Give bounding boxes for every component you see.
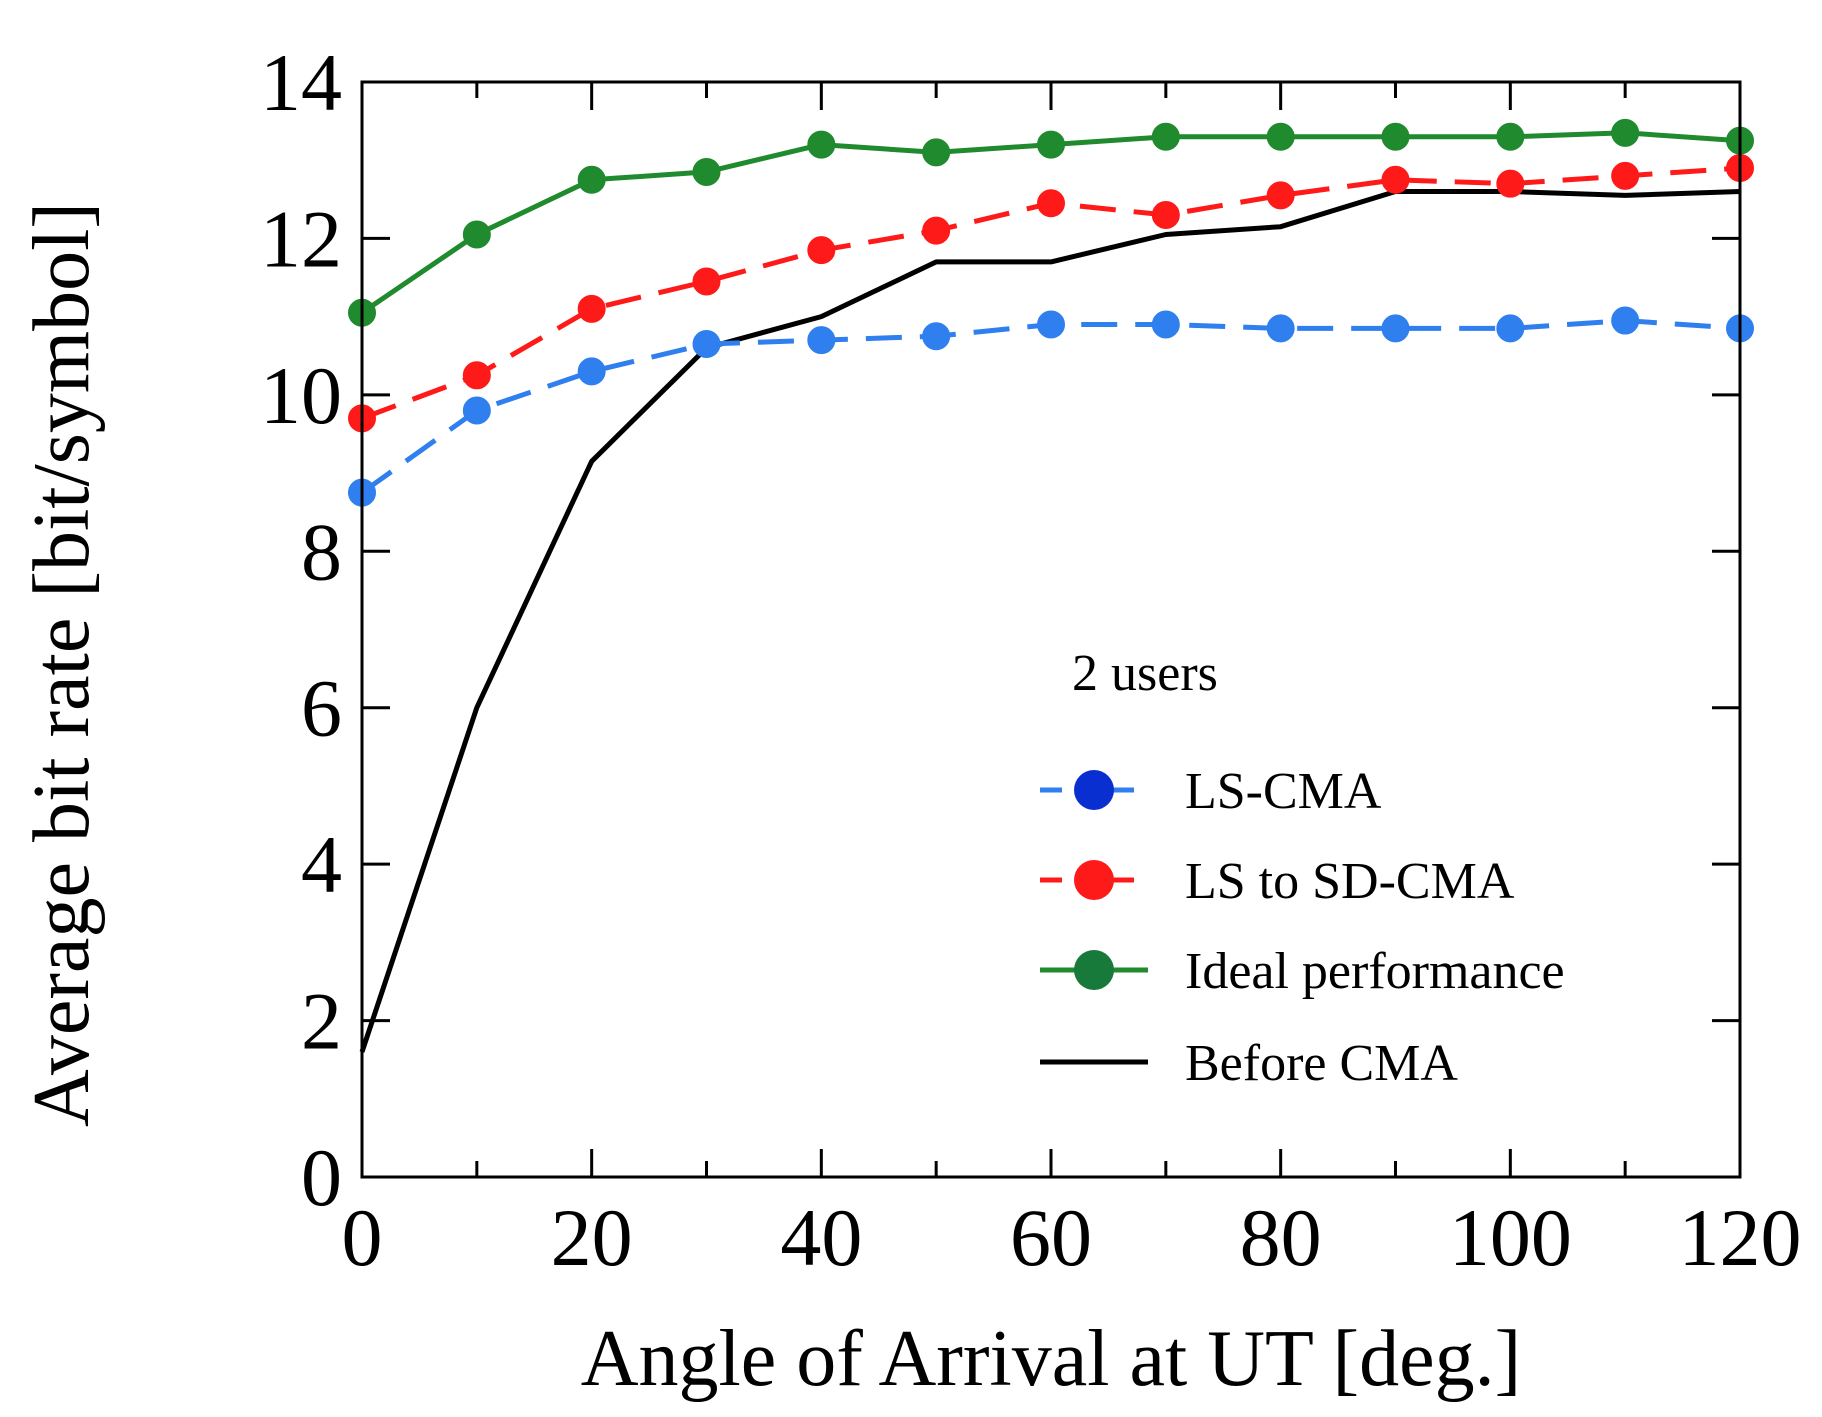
legend: 2 users LS-CMA LS to SD-CMA Ideal performa… — [1040, 645, 1565, 1092]
axis-ticks — [360, 80, 1742, 1179]
legend-label: LS-CMA — [1185, 763, 1382, 820]
data-point — [807, 130, 836, 159]
data-point — [462, 361, 491, 390]
y-tick-label: 14 — [260, 37, 342, 128]
x-tick-label: 20 — [551, 1192, 633, 1283]
data-point — [1611, 306, 1640, 335]
data-point — [1611, 118, 1640, 147]
legend-item: LS-CMA — [1040, 763, 1382, 820]
data-point — [462, 396, 491, 425]
data-point — [692, 157, 721, 186]
data-point — [807, 236, 836, 265]
x-axis-title: Angle of Arrival at UT [deg.] — [581, 1315, 1521, 1403]
x-tick-label: 40 — [780, 1192, 862, 1283]
legend-title: 2 users — [1072, 645, 1218, 702]
x-tick-label: 100 — [1449, 1192, 1572, 1283]
data-point — [1037, 189, 1065, 218]
y-tick-label: 6 — [301, 663, 342, 754]
y-tick-label: 0 — [301, 1132, 342, 1223]
series-ls-cma — [348, 306, 1754, 507]
tick-labels: 0 20 40 60 80 100 120 0 2 4 6 8 10 12 14 — [260, 37, 1802, 1283]
plot-frame — [360, 80, 1742, 1179]
y-axis-title: Average bit rate [bit/symbol] — [18, 202, 106, 1127]
series-ls-to-sd-cma — [348, 154, 1754, 433]
data-point — [1496, 169, 1525, 198]
data-point — [577, 165, 606, 194]
series-ideal-performance — [348, 118, 1754, 327]
data-point — [1151, 310, 1180, 339]
series-line — [360, 318, 1741, 495]
y-tick-label: 10 — [260, 350, 342, 441]
data-point — [577, 294, 606, 323]
data-point — [807, 326, 836, 355]
y-tick-label: 2 — [301, 976, 342, 1067]
data-point — [1151, 122, 1180, 151]
x-tick-label: 60 — [1010, 1192, 1092, 1283]
y-tick-label: 4 — [301, 819, 342, 910]
legend-item: LS to SD-CMA — [1040, 853, 1515, 910]
data-point — [1266, 122, 1295, 151]
data-point — [922, 322, 951, 351]
data-point — [577, 357, 606, 386]
data-point — [692, 330, 721, 359]
data-point — [462, 220, 491, 249]
y-tick-label: 8 — [301, 506, 342, 597]
data-point — [1611, 161, 1640, 190]
data-point — [1381, 122, 1410, 151]
data-point — [1037, 130, 1065, 159]
legend-label: LS to SD-CMA — [1185, 853, 1515, 910]
x-tick-label: 80 — [1240, 1192, 1322, 1283]
data-point — [1496, 122, 1525, 151]
data-point — [922, 216, 951, 245]
series-line — [360, 130, 1741, 315]
data-point — [692, 267, 721, 296]
data-point — [1266, 314, 1295, 343]
data-point — [1381, 165, 1410, 194]
data-point — [1381, 314, 1410, 343]
data-point — [1151, 200, 1180, 229]
legend-marker — [1074, 770, 1114, 810]
legend-label: Before CMA — [1185, 1035, 1458, 1092]
legend-item: Ideal performance — [1040, 943, 1565, 1000]
data-point — [1496, 314, 1525, 343]
legend-item: Before CMA — [1040, 1035, 1458, 1092]
legend-marker — [1074, 950, 1114, 990]
series-layer — [348, 118, 1754, 1053]
x-tick-label: 120 — [1679, 1192, 1802, 1283]
x-tick-label: 0 — [342, 1192, 383, 1283]
data-point — [1266, 181, 1295, 210]
legend-label: Ideal performance — [1185, 943, 1565, 1000]
y-tick-label: 12 — [260, 193, 342, 284]
legend-marker — [1074, 860, 1114, 900]
data-point — [922, 138, 951, 167]
data-point — [1037, 310, 1065, 339]
